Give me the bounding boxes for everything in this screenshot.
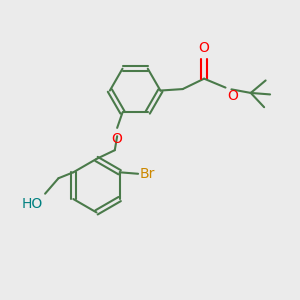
Text: O: O: [227, 89, 238, 103]
Text: Br: Br: [140, 167, 155, 181]
Text: O: O: [112, 132, 123, 146]
Text: HO: HO: [22, 197, 43, 211]
Text: O: O: [199, 41, 209, 56]
